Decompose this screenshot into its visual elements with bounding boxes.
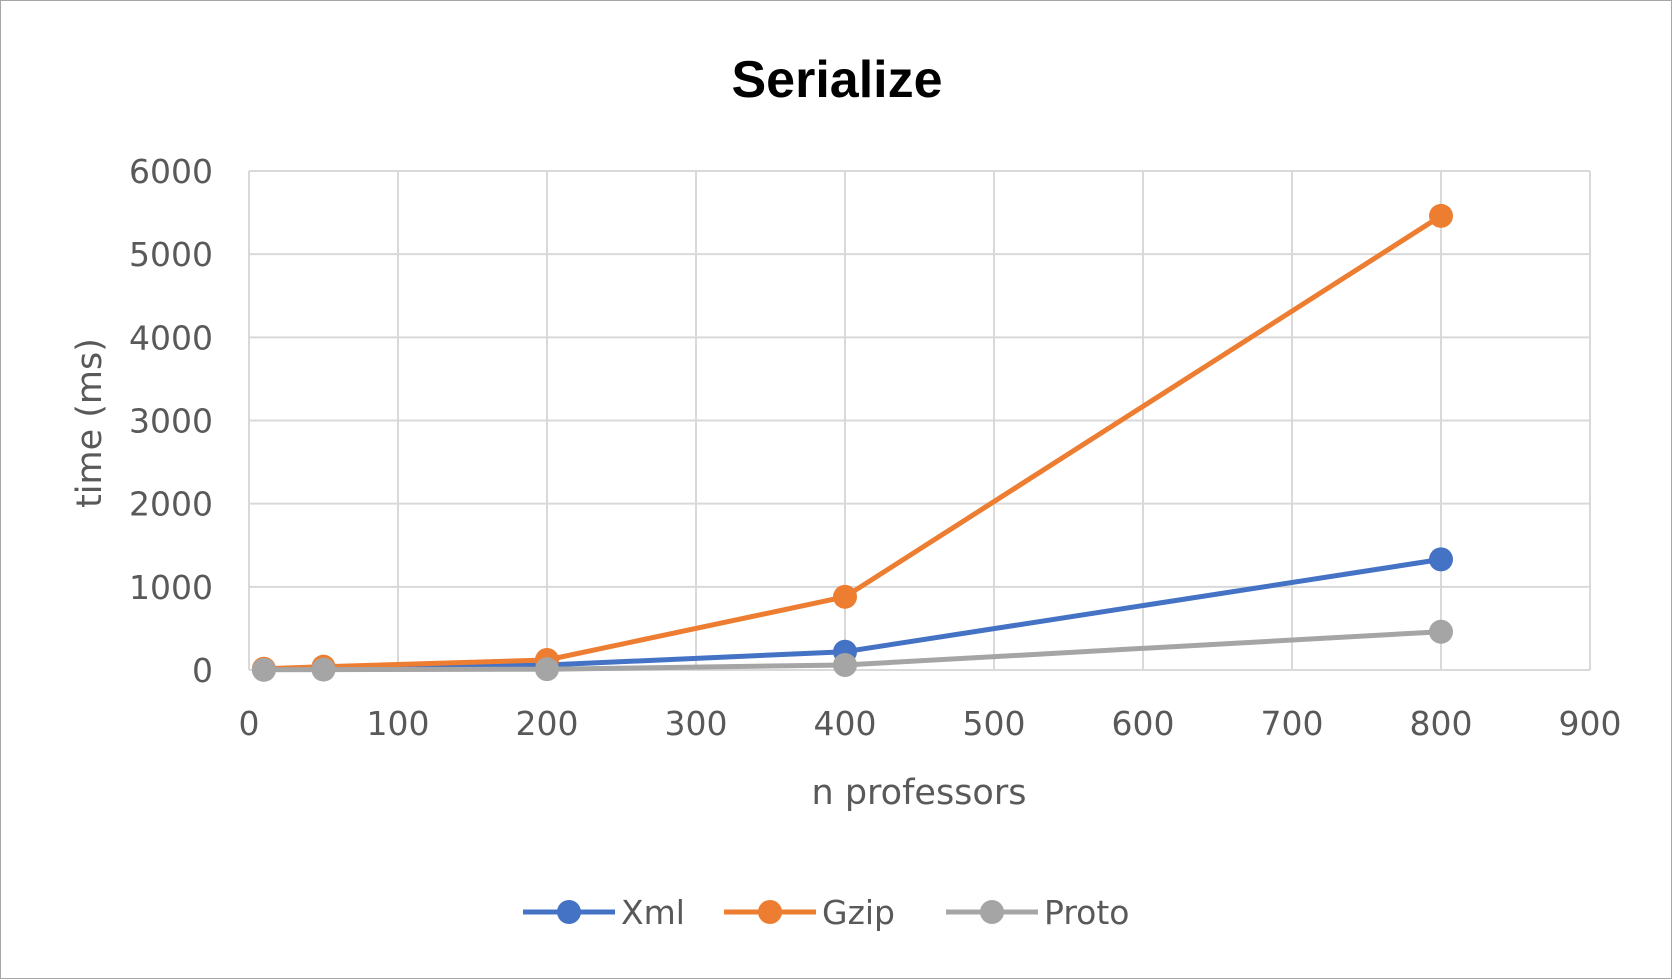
- data-point-proto: [1429, 619, 1453, 644]
- y-tick-label: 1000: [129, 568, 213, 607]
- x-axis-label: n professors: [812, 773, 1027, 813]
- legend-item-gzip: Gzip: [724, 893, 895, 932]
- gridlines: [248, 170, 1591, 671]
- x-tick-label: 500: [963, 704, 1026, 743]
- x-tick-label: 700: [1261, 704, 1324, 743]
- tick-labels: 0 1000 2000 3000 4000 5000 6000 0 100 200 300 400 50…: [129, 152, 1621, 743]
- legend-label-xml: Xml: [621, 893, 685, 932]
- legend-item-xml: Xml: [523, 893, 685, 932]
- legend-label-gzip: Gzip: [822, 893, 895, 932]
- legend-item-proto: Proto: [946, 893, 1129, 932]
- data-point-xml: [1429, 547, 1453, 572]
- x-tick-label: 600: [1112, 704, 1175, 743]
- x-tick-label: 400: [814, 704, 877, 743]
- data-point-gzip: [833, 584, 857, 609]
- x-tick-label: 800: [1410, 704, 1473, 743]
- chart-title: Serialize: [731, 51, 942, 109]
- legend-marker-xml: [557, 900, 581, 924]
- data-point-proto: [251, 657, 276, 682]
- legend-label-proto: Proto: [1044, 893, 1129, 932]
- y-tick-label: 0: [192, 651, 213, 690]
- y-tick-label: 5000: [129, 235, 213, 274]
- y-tick-label: 3000: [129, 402, 213, 441]
- x-tick-label: 900: [1559, 704, 1622, 743]
- series-layer: [251, 203, 1453, 682]
- data-point-proto: [833, 653, 857, 678]
- data-point-proto: [311, 657, 336, 682]
- x-tick-label: 100: [367, 704, 430, 743]
- y-tick-label: 4000: [129, 318, 213, 357]
- data-point-proto: [535, 657, 559, 682]
- x-tick-label: 0: [239, 704, 260, 743]
- series-proto: [251, 619, 1453, 682]
- x-tick-label: 300: [665, 704, 728, 743]
- x-tick-label: 200: [516, 704, 579, 743]
- y-axis-label: time (ms): [70, 338, 110, 508]
- y-tick-label: 2000: [129, 485, 213, 524]
- legend-marker-gzip: [758, 900, 782, 924]
- legend-marker-proto: [980, 900, 1004, 924]
- data-point-gzip: [1429, 203, 1453, 228]
- series-gzip: [251, 203, 1453, 681]
- y-tick-label: 6000: [129, 152, 213, 191]
- legend: Xml Gzip Proto: [523, 893, 1129, 932]
